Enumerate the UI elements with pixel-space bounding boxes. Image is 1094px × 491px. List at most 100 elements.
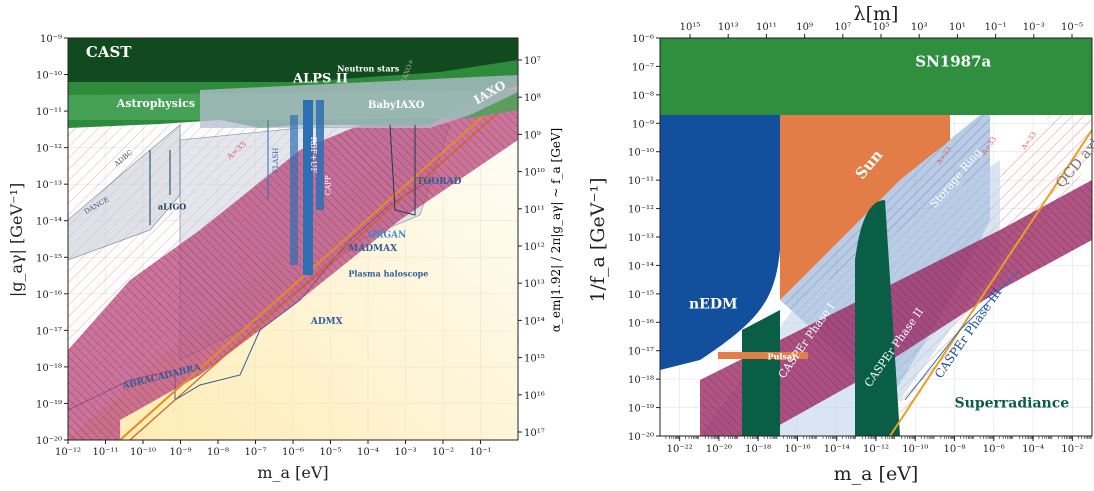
left-region-label: Astrophysics bbox=[116, 97, 195, 110]
right-xtick-label: 10⁻¹² bbox=[863, 444, 889, 455]
right-xtick-label: 10⁻²⁰ bbox=[706, 444, 732, 455]
right-ytick-label: 10⁻⁹ bbox=[632, 119, 654, 130]
right-qcd-line bbox=[889, 129, 1092, 436]
right-region-label: nEDM bbox=[689, 297, 738, 313]
right-x2tick-label: 10⁻³ bbox=[1023, 22, 1045, 33]
right-ytick-label: 10⁻¹⁹ bbox=[628, 404, 654, 415]
left-xtick-label: 10⁻⁶ bbox=[282, 447, 304, 458]
right-xlabel: m_a [eV] bbox=[834, 463, 919, 485]
sn1987a-region bbox=[660, 38, 1092, 115]
left-xtick-label: 10⁻¹ bbox=[469, 447, 491, 458]
left-region-label: Plasma haloscope bbox=[348, 268, 428, 278]
right-regions bbox=[660, 38, 1092, 436]
left-region-label: BabyIAXO bbox=[368, 100, 425, 111]
right-ytick-label: 10⁻²⁰ bbox=[628, 432, 654, 443]
left-ytick-label: 10⁻¹⁶ bbox=[36, 290, 62, 301]
left-y2label: α_em|1.92| / 2π|g_aγ| ~ f_a [GeV] bbox=[549, 128, 563, 333]
left-region-label: ALPS II bbox=[292, 72, 348, 87]
admx-region bbox=[290, 115, 298, 265]
left-region-label: ORGAN bbox=[368, 230, 406, 240]
left-ytick-label: 10⁻¹⁷ bbox=[36, 326, 62, 337]
left-xtick-label: 10⁻⁹ bbox=[169, 447, 191, 458]
cast-region bbox=[68, 38, 518, 82]
left-region-label: aLIGO bbox=[158, 202, 186, 212]
right-xtick-label: 10⁻¹⁰ bbox=[902, 444, 928, 455]
left-region-label: ADMX bbox=[310, 317, 343, 327]
left-ytick-label: 10⁻²⁰ bbox=[36, 436, 62, 447]
left-xtick-label: 10⁻² bbox=[432, 447, 454, 458]
left-y2tick-label: 10¹¹ bbox=[524, 205, 545, 216]
left-xlabel: m_a [eV] bbox=[257, 463, 328, 482]
right-x2tick-label: 10⁵ bbox=[873, 22, 890, 33]
haloscope-projection-hatch bbox=[68, 38, 518, 440]
left-region-label: TOORAD bbox=[417, 177, 462, 187]
left-y2tick-label: 10¹⁷ bbox=[524, 428, 545, 439]
right-ytick-label: 10⁻¹⁵ bbox=[628, 290, 654, 301]
left-y2tick-label: 10¹² bbox=[524, 242, 545, 253]
right-x2tick-label: 10⁻⁵ bbox=[1061, 22, 1083, 33]
casper-phase-ii-region bbox=[855, 200, 900, 436]
left-xtick-label: 10⁻⁴ bbox=[357, 447, 379, 458]
left-region-label: RBF+UF bbox=[309, 137, 318, 174]
right-ytick-label: 10⁻¹⁷ bbox=[628, 347, 654, 358]
right-ytick-label: 10⁻¹⁰ bbox=[628, 148, 654, 159]
right-ytick-label: 10⁻⁶ bbox=[632, 34, 654, 45]
right-ytick-label: 10⁻¹² bbox=[628, 205, 654, 216]
left-xtick-label: 10⁻⁵ bbox=[319, 447, 341, 458]
right-ytick-label: 10⁻¹³ bbox=[628, 233, 654, 244]
left-y2tick-label: 10¹⁰ bbox=[524, 168, 545, 179]
left-ylabel: |g_aγ| [GeV⁻¹] bbox=[7, 183, 26, 297]
right-region-label: Superradiance bbox=[955, 396, 1070, 412]
left-chart: 10⁻¹² 10⁻¹¹ 10⁻¹⁰ 10⁻⁹ 10⁻⁸ 10⁻⁷ 10⁻⁶ 10⁻⁵ 10⁻⁴ 1… bbox=[7, 34, 563, 482]
right-ytick-label: 10⁻⁸ bbox=[632, 91, 654, 102]
babyiaxo-region bbox=[200, 75, 518, 128]
right-x2label: λ[m] bbox=[854, 3, 899, 25]
left-y2tick-label: 10¹⁶ bbox=[524, 391, 545, 402]
left-region-label: CAPP bbox=[325, 175, 333, 195]
left-xtick-label: 10⁻⁸ bbox=[207, 447, 229, 458]
left-ytick-label: 10⁻¹¹ bbox=[36, 107, 62, 118]
left-ytick-label: 10⁻¹⁸ bbox=[36, 363, 62, 374]
pulsar-region bbox=[718, 352, 808, 359]
right-x2tick-label: 10⁹ bbox=[796, 22, 813, 33]
left-ticks: 10⁻¹² 10⁻¹¹ 10⁻¹⁰ 10⁻⁹ 10⁻⁸ 10⁻⁷ 10⁻⁶ 10⁻⁵ 10⁻⁴ 1… bbox=[36, 34, 545, 458]
right-region-label: Pulsar bbox=[768, 351, 798, 361]
right-xtick-label: 10⁻¹⁶ bbox=[784, 444, 810, 455]
rbf-uf-region bbox=[303, 100, 313, 275]
left-y2tick-label: 10¹⁴ bbox=[524, 316, 545, 327]
right-x2tick-label: 10⁻¹ bbox=[985, 22, 1007, 33]
right-axion-band-hatch bbox=[700, 180, 1092, 436]
left-y2tick-label: 10¹³ bbox=[524, 279, 545, 290]
left-y2tick-label: 10⁹ bbox=[524, 130, 541, 141]
casper-phase-iii-line bbox=[904, 269, 1021, 401]
right-xtick-label: 10⁻¹⁴ bbox=[824, 444, 850, 455]
left-ytick-label: 10⁻¹² bbox=[36, 144, 62, 155]
left-xtick-label: 10⁻³ bbox=[394, 447, 416, 458]
right-ticks: 10⁻²² 10⁻²⁰ 10⁻¹⁸ 10⁻¹⁶ 10⁻¹⁴ 10⁻¹² 10⁻¹⁰ 10⁻⁸ 1… bbox=[628, 22, 1092, 455]
right-x2tick-label: 10¹³ bbox=[718, 22, 739, 33]
capp-region bbox=[316, 100, 324, 210]
left-xtick-label: 10⁻¹¹ bbox=[92, 447, 118, 458]
left-region-label: CAST bbox=[86, 43, 132, 61]
left-y2tick-label: 10⁷ bbox=[524, 56, 541, 67]
left-regions bbox=[68, 38, 518, 440]
qcd-line-1 bbox=[119, 84, 518, 440]
right-ytick-label: 10⁻¹⁶ bbox=[628, 318, 654, 329]
left-ytick-label: 10⁻¹⁰ bbox=[36, 71, 62, 82]
nedm-region bbox=[660, 115, 780, 370]
left-region-label: Neutron stars bbox=[337, 64, 400, 74]
right-xtick-label: 10⁻² bbox=[1061, 444, 1083, 455]
left-ytick-label: 10⁻¹⁴ bbox=[36, 217, 62, 228]
left-xtick-label: 10⁻¹⁰ bbox=[130, 447, 156, 458]
right-region-label: SN1987a bbox=[915, 52, 991, 70]
right-xtick-label: 10⁻²² bbox=[667, 444, 693, 455]
right-x2tick-label: 10¹ bbox=[949, 22, 966, 33]
left-y2tick-label: 10¹⁵ bbox=[524, 354, 545, 365]
right-ytick-label: 10⁻⁷ bbox=[632, 62, 654, 73]
right-x2tick-label: 10⁷ bbox=[834, 22, 851, 33]
right-xtick-label: 10⁻¹⁸ bbox=[745, 444, 771, 455]
left-xtick-label: 10⁻⁷ bbox=[244, 447, 266, 458]
left-y2tick-label: 10⁸ bbox=[524, 93, 541, 104]
right-xtick-label: 10⁻⁶ bbox=[983, 444, 1005, 455]
